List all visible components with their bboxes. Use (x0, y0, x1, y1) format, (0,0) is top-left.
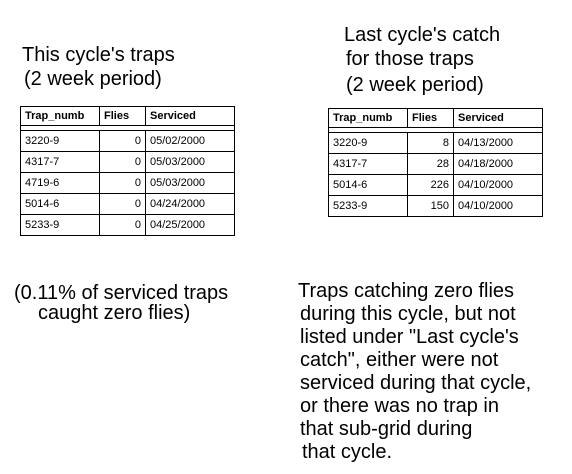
table-row: 5014-6 0 04/24/2000 (20, 193, 235, 215)
right-heading-line2: for those traps (346, 48, 474, 70)
table-row: 3220-9 0 05/02/2000 (20, 130, 235, 152)
table-row: 5233-9 0 04/25/2000 (20, 214, 235, 236)
table-row: 4317-7 0 05/03/2000 (20, 151, 235, 173)
cell-serviced: 04/24/2000 (145, 193, 235, 215)
cell-flies: 0 (99, 151, 146, 173)
col-header-flies: Flies (407, 108, 454, 128)
col-header-trap-number: Trap_numb (328, 108, 408, 128)
cell-serviced: 04/18/2000 (453, 153, 543, 175)
cell-trap-number: 5233-9 (20, 214, 100, 236)
cell-serviced: 04/25/2000 (145, 214, 235, 236)
cell-serviced: 05/02/2000 (145, 130, 235, 152)
right-note-line: listed under "Last cycle's (300, 326, 519, 348)
col-header-serviced: Serviced (145, 106, 235, 126)
right-note-line: during this cycle, but not (300, 303, 516, 325)
left-note-line2: caught zero flies) (38, 302, 191, 324)
cell-flies: 0 (99, 193, 146, 215)
cell-trap-number: 4317-7 (328, 153, 408, 175)
cell-flies: 226 (407, 174, 454, 196)
table-row: 3220-9 8 04/13/2000 (328, 132, 543, 154)
right-note-line: that cycle. (302, 441, 393, 463)
left-note-line1: (0.11% of serviced traps (14, 282, 229, 304)
cell-flies: 8 (407, 132, 454, 154)
cell-flies: 0 (99, 214, 146, 236)
right-note-line: or there was no trap in (300, 395, 499, 417)
table-header-row: Trap_numb Flies Serviced (328, 108, 543, 128)
cell-serviced: 04/10/2000 (453, 195, 543, 217)
cell-trap-number: 3220-9 (328, 132, 408, 154)
cell-flies: 0 (99, 130, 146, 152)
cell-trap-number: 5233-9 (328, 195, 408, 217)
cell-serviced: 05/03/2000 (145, 151, 235, 173)
cell-flies: 28 (407, 153, 454, 175)
cell-flies: 150 (407, 195, 454, 217)
cell-trap-number: 4317-7 (20, 151, 100, 173)
cell-serviced: 04/10/2000 (453, 174, 543, 196)
right-note: Traps catching zero flies during this cy… (298, 280, 532, 464)
right-heading-line3: (2 week period) (346, 74, 484, 96)
right-heading-line1: Last cycle's catch (344, 24, 501, 46)
col-header-flies: Flies (99, 106, 146, 126)
cell-trap-number: 3220-9 (20, 130, 100, 152)
table-row: 5233-9 150 04/10/2000 (328, 195, 543, 217)
table-header-row: Trap_numb Flies Serviced (20, 106, 235, 126)
left-heading-line1: This cycle's traps (22, 44, 175, 66)
col-header-serviced: Serviced (453, 108, 543, 128)
right-note-line: Traps catching zero flies (298, 280, 515, 302)
cell-trap-number: 4719-6 (20, 172, 100, 194)
left-traps-table: Trap_numb Flies Serviced 3220-9 0 05/02/… (20, 106, 235, 236)
right-note-line: catch", either were not (300, 349, 499, 371)
table-row: 4317-7 28 04/18/2000 (328, 153, 543, 175)
cell-serviced: 05/03/2000 (145, 172, 235, 194)
left-heading-line2: (2 week period) (24, 68, 162, 90)
cell-trap-number: 5014-6 (20, 193, 100, 215)
cell-serviced: 04/13/2000 (453, 132, 543, 154)
right-note-line: that sub-grid during (300, 418, 473, 440)
cell-trap-number: 5014-6 (328, 174, 408, 196)
table-row: 4719-6 0 05/03/2000 (20, 172, 235, 194)
cell-flies: 0 (99, 172, 146, 194)
table-row: 5014-6 226 04/10/2000 (328, 174, 543, 196)
right-note-line: serviced during that cycle, (300, 372, 532, 394)
right-catch-table: Trap_numb Flies Serviced 3220-9 8 04/13/… (328, 108, 543, 217)
col-header-trap-number: Trap_numb (20, 106, 100, 126)
